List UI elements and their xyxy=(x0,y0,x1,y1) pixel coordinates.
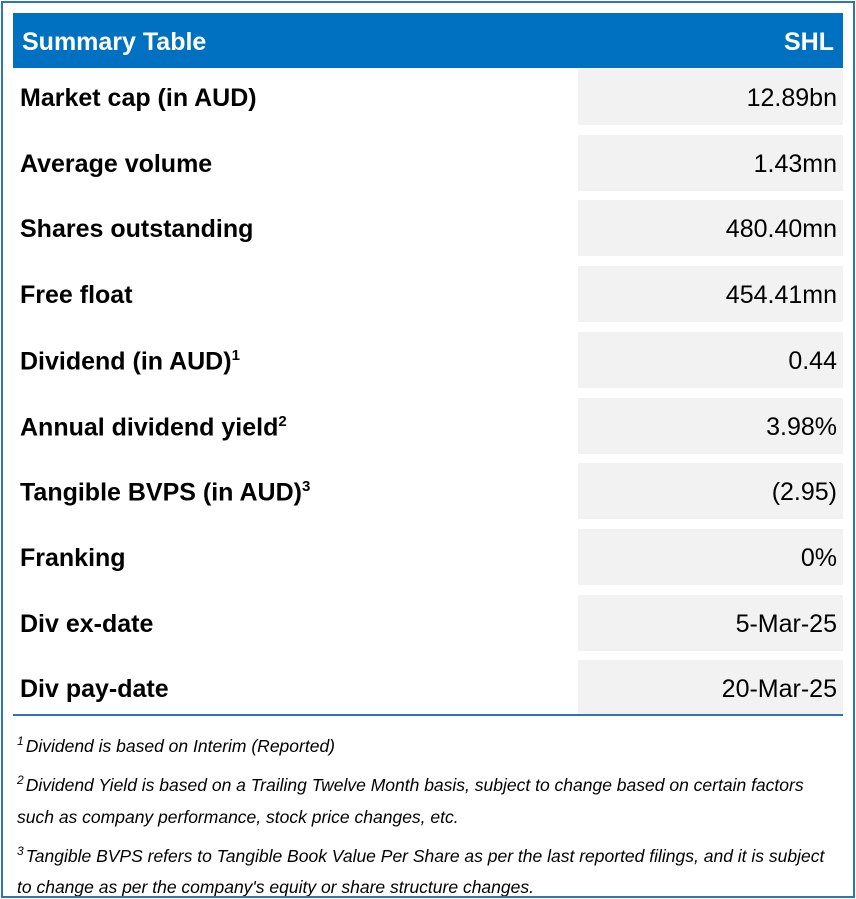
table-header: Summary Table SHL xyxy=(13,13,843,68)
row-label: Market cap (in AUD) xyxy=(20,84,257,113)
footnote: 3 Tangible BVPS refers to Tangible Book V… xyxy=(17,835,839,898)
value-cell: 1.43mn xyxy=(578,134,843,191)
row-value: 0% xyxy=(800,543,837,572)
footnote-ref: 3 xyxy=(301,478,311,496)
value-cell: 20-Mar-25 xyxy=(578,660,843,717)
table-row: Shares outstanding 480.40mn xyxy=(13,200,843,257)
row-value: 480.40mn xyxy=(725,215,837,244)
row-label: Average volume xyxy=(20,150,212,179)
footnote-mark: 1 xyxy=(17,734,24,748)
label-text: Div pay-date xyxy=(20,675,169,704)
table-row: Average volume 1.43mn xyxy=(13,134,843,191)
footnotes: 1 Dividend is based on Interim (Reported)… xyxy=(17,725,839,898)
table-row: Div ex-date 5-Mar-25 xyxy=(13,594,843,651)
separator xyxy=(13,714,843,716)
footnote: 1 Dividend is based on Interim (Reported) xyxy=(17,725,839,762)
footnote-ref: 1 xyxy=(231,346,240,364)
row-label: Div ex-date xyxy=(20,610,153,639)
footnote-mark: 3 xyxy=(17,843,24,858)
row-value: 1.43mn xyxy=(753,149,837,178)
row-label: Annual dividend yield2 xyxy=(20,413,287,442)
value-cell: (2.95) xyxy=(578,463,843,520)
value-cell: 3.98% xyxy=(578,397,843,454)
header-ticker: SHL xyxy=(784,28,834,56)
label-text: Tangible BVPS (in AUD) xyxy=(20,478,302,507)
row-value: (2.95) xyxy=(771,478,837,507)
footnote-ref: 2 xyxy=(278,412,287,430)
table-row: Franking 0% xyxy=(13,528,843,585)
row-value: 454.41mn xyxy=(725,281,837,310)
row-value: 5-Mar-25 xyxy=(735,609,837,638)
label-text: Average volume xyxy=(20,149,213,178)
row-label: Franking xyxy=(20,544,126,573)
row-value: 20-Mar-25 xyxy=(721,675,837,704)
footnote-text: Dividend Yield is based on a Trailing Tw… xyxy=(17,774,804,827)
value-cell: 454.41mn xyxy=(578,266,843,323)
row-label: Div pay-date xyxy=(20,675,169,704)
footnote-mark: 2 xyxy=(17,772,24,787)
row-label: Shares outstanding xyxy=(20,215,253,244)
row-label: Free float xyxy=(20,281,133,310)
header-title: Summary Table xyxy=(22,28,207,56)
row-label: Dividend (in AUD)1 xyxy=(20,347,240,376)
label-text: Dividend (in AUD) xyxy=(20,347,232,376)
value-cell: 5-Mar-25 xyxy=(578,594,843,651)
table-row: Annual dividend yield2 3.98% xyxy=(13,397,843,454)
label-text: Market cap (in AUD) xyxy=(20,84,257,112)
row-value: 0.44 xyxy=(788,346,837,375)
table-row: Market cap (in AUD) 12.89bn xyxy=(13,69,843,125)
value-cell: 12.89bn xyxy=(578,69,843,125)
table-row: Div pay-date 20-Mar-25 xyxy=(13,660,843,717)
footnote: 2 Dividend Yield is based on a Trailing T… xyxy=(17,764,839,833)
label-text: Div ex-date xyxy=(20,609,154,638)
row-label: Tangible BVPS (in AUD)3 xyxy=(20,478,310,507)
label-text: Free float xyxy=(20,281,133,310)
value-cell: 480.40mn xyxy=(578,200,843,257)
label-text: Shares outstanding xyxy=(20,215,254,244)
label-text: Annual dividend yield xyxy=(20,412,279,441)
row-value: 12.89bn xyxy=(746,84,837,112)
table-row: Dividend (in AUD)1 0.44 xyxy=(13,331,843,388)
footnote-text: Tangible BVPS refers to Tangible Book Va… xyxy=(17,845,825,898)
row-value: 3.98% xyxy=(766,412,837,441)
value-cell: 0.44 xyxy=(578,331,843,388)
table-row: Tangible BVPS (in AUD)3 (2.95) xyxy=(13,463,843,520)
table-row: Free float 454.41mn xyxy=(13,266,843,323)
value-cell: 0% xyxy=(578,528,843,585)
label-text: Franking xyxy=(20,543,126,572)
footnote-text: Dividend is based on Interim (Reported) xyxy=(25,735,336,756)
